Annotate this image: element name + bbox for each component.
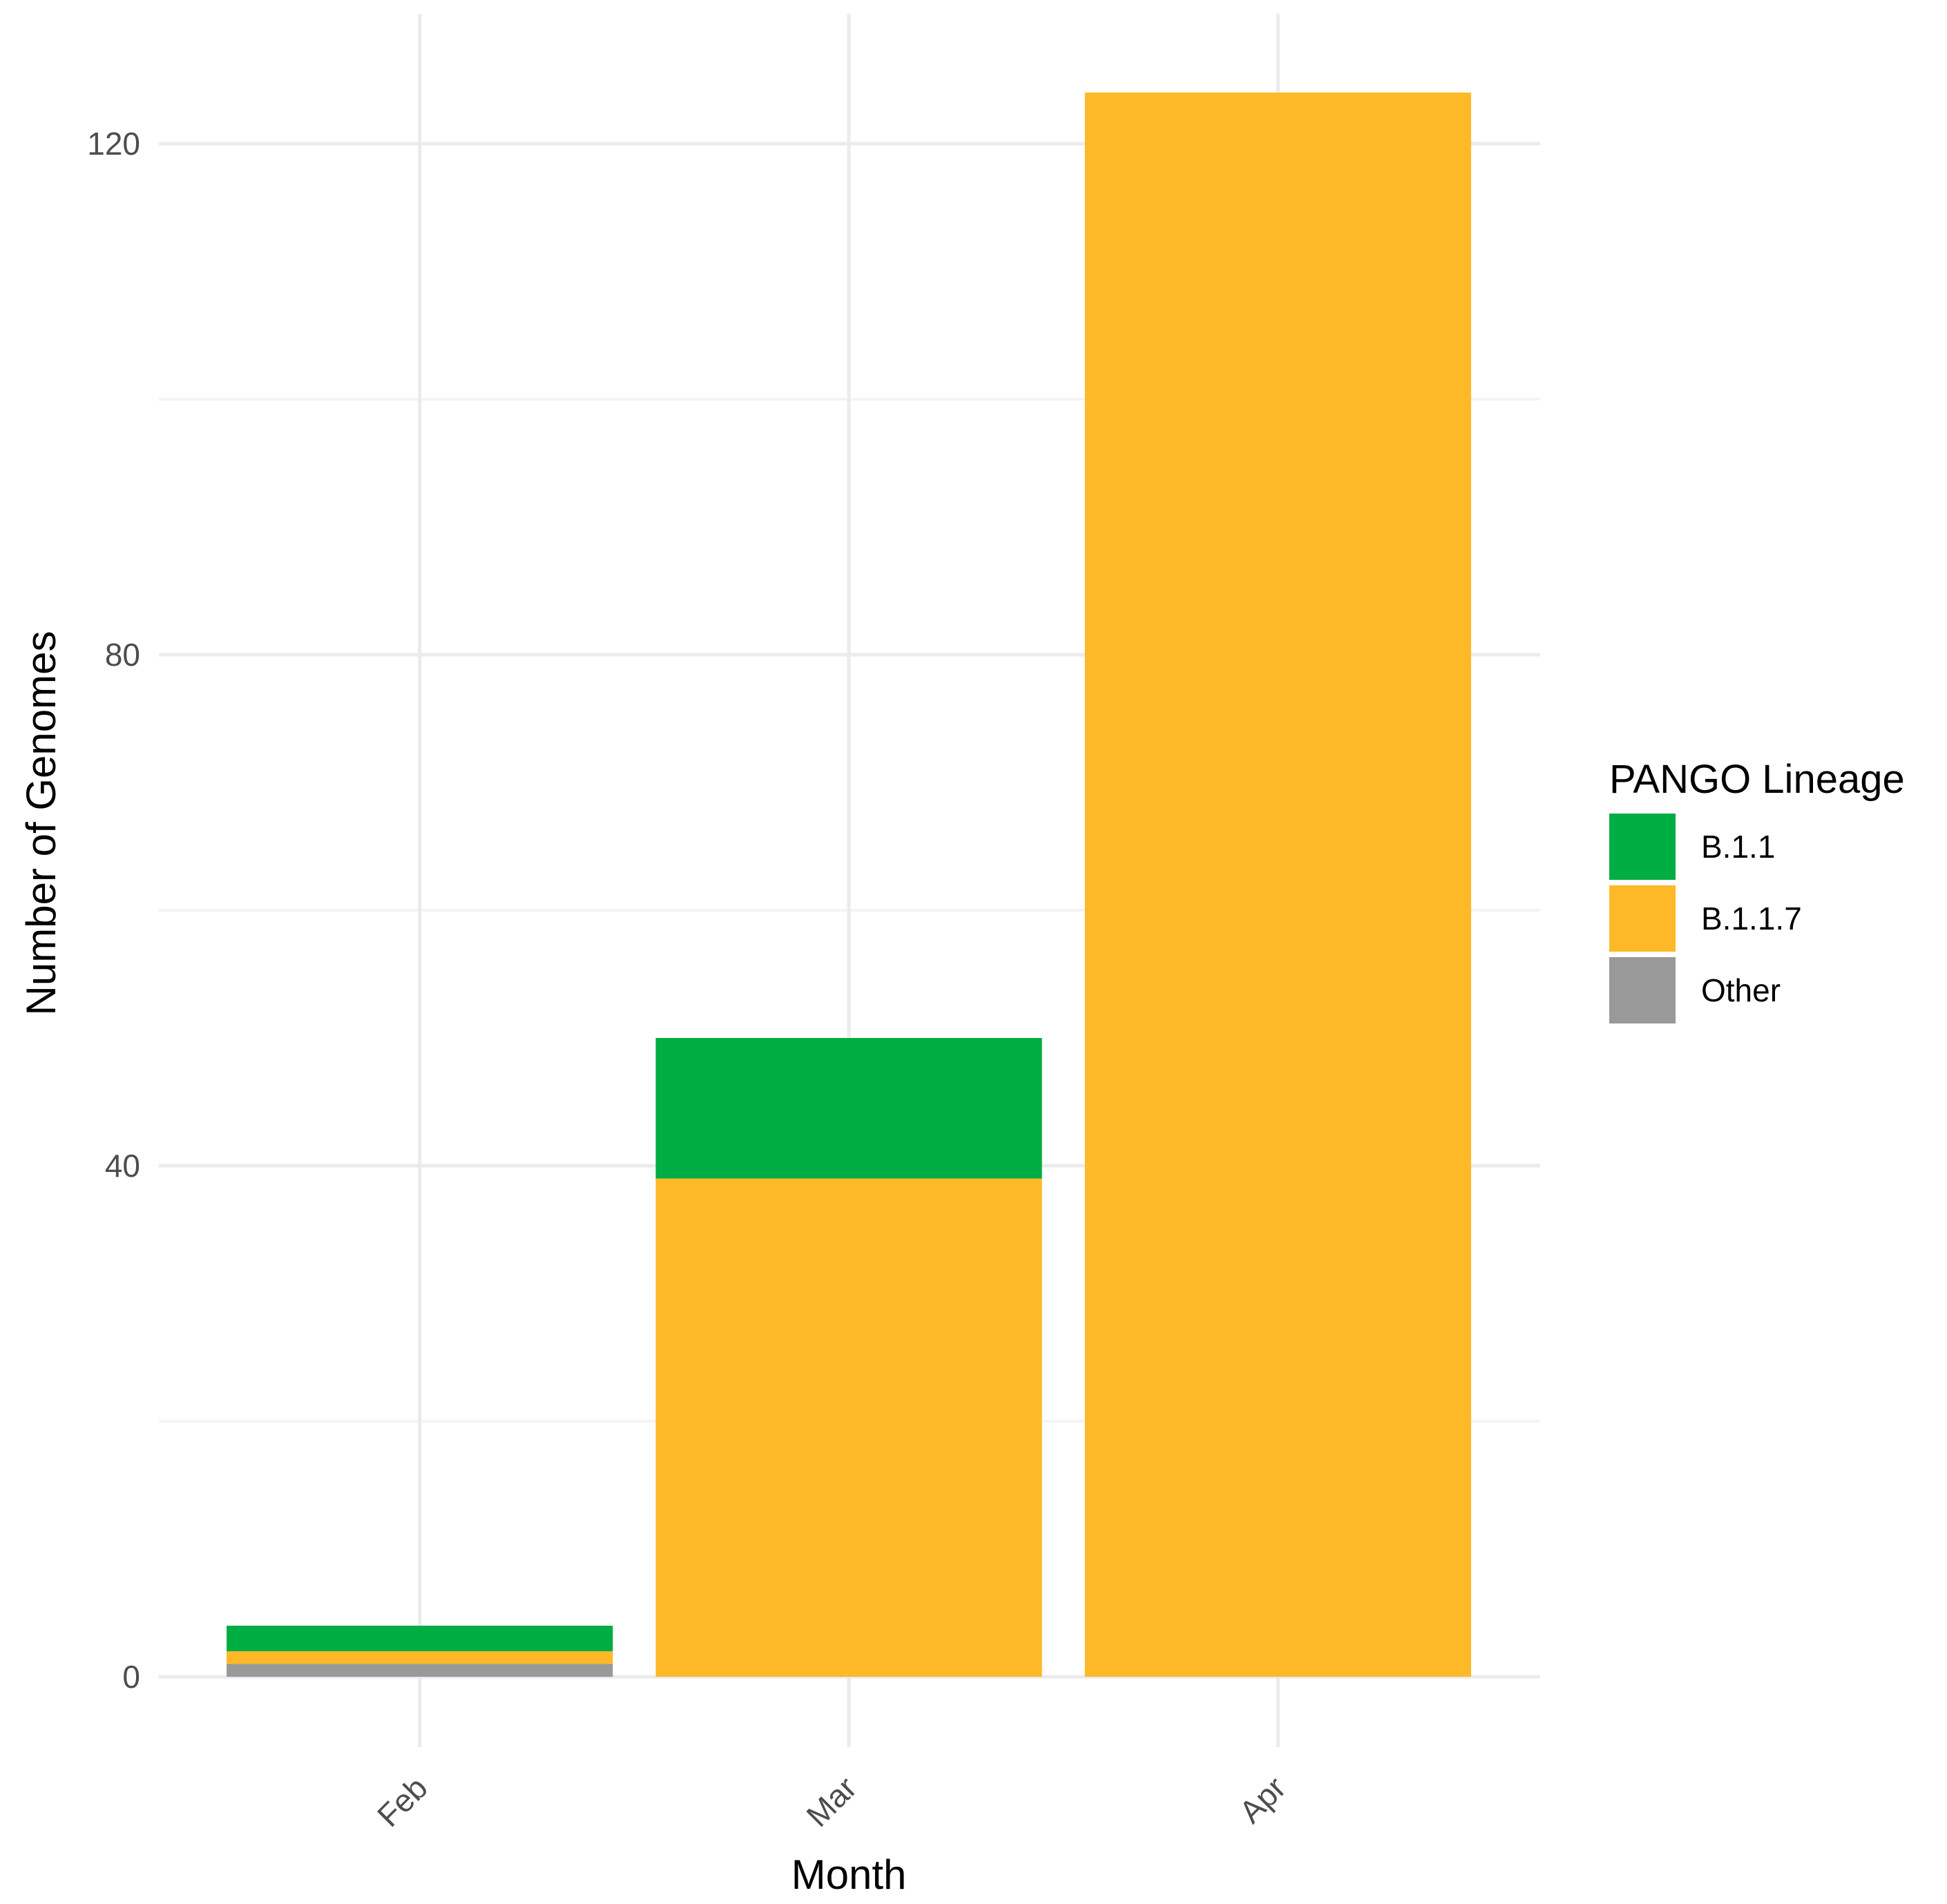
x-tick-label: Mar bbox=[799, 1769, 863, 1834]
legend-swatch bbox=[1609, 814, 1676, 880]
x-tick-label: Feb bbox=[370, 1769, 434, 1834]
bar-feb-b-1-1-7 bbox=[227, 1651, 613, 1664]
bar-apr-b-1-1-7 bbox=[1084, 93, 1471, 1677]
x-axis-title: Month bbox=[792, 1852, 907, 1898]
legend-title: PANGO Lineage bbox=[1609, 757, 1905, 802]
bars bbox=[227, 93, 1471, 1677]
bar-feb-other bbox=[227, 1664, 613, 1677]
x-axis-ticks: Feb Mar Apr bbox=[370, 1769, 1292, 1834]
y-axis-ticks: 0 40 80 120 bbox=[87, 126, 140, 1695]
legend-swatch bbox=[1609, 957, 1676, 1023]
x-tick-label: Apr bbox=[1232, 1769, 1292, 1829]
y-tick-label: 40 bbox=[105, 1148, 140, 1184]
y-tick-label: 120 bbox=[87, 126, 140, 162]
legend-swatch bbox=[1609, 885, 1676, 952]
y-tick-label: 80 bbox=[105, 637, 140, 673]
bar-mar-b-1-1-7 bbox=[655, 1178, 1042, 1677]
legend-label: Other bbox=[1701, 972, 1781, 1008]
bar-mar-b-1-1 bbox=[655, 1038, 1042, 1179]
bar-feb-b-1-1 bbox=[227, 1626, 613, 1651]
legend-label: B.1.1.7 bbox=[1701, 901, 1802, 936]
legend-label: B.1.1 bbox=[1701, 829, 1775, 865]
y-axis-title: Number of Genomes bbox=[18, 631, 64, 1016]
y-tick-label: 0 bbox=[122, 1659, 140, 1695]
legend: PANGO Lineage B.1.1 B.1.1.7 Other bbox=[1609, 757, 1905, 1023]
